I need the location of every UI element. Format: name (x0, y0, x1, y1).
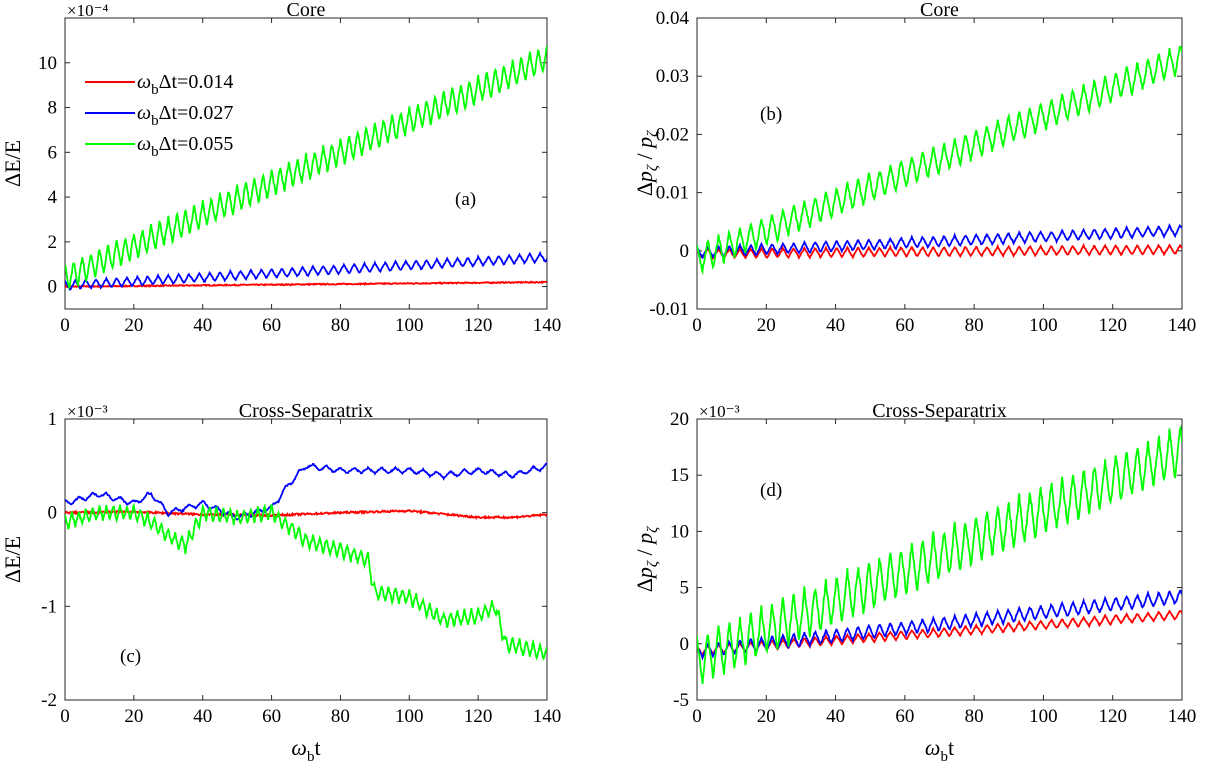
panel-title: Cross-Separatrix (872, 400, 1006, 422)
x-tick-label: 80 (331, 315, 350, 336)
y-tick-label: 1 (48, 409, 58, 430)
x-tick-label: 60 (895, 706, 914, 727)
y-axis-label: ΔE/E (0, 536, 25, 583)
x-axis-label: ωbt (925, 735, 954, 765)
y-tick-label: 0.01 (656, 183, 689, 204)
series-group (65, 45, 547, 291)
series-line-2 (65, 462, 547, 521)
x-tick-label: 100 (395, 706, 424, 727)
x-tick-label: 120 (1098, 706, 1127, 727)
series-line-2 (65, 250, 547, 291)
x-tick-label: 20 (757, 315, 776, 336)
panel-c: 0 20 40 60 80 100 120 140 -2 -1 0 1 ×10⁻³ Cross-Separ… (0, 400, 561, 765)
panel-a: 0 20 40 60 80 100 120 140 0 2 4 6 8 10 ×10⁻⁴ Core ΔE/E (a… (0, 0, 561, 336)
x-tick-label: 140 (533, 315, 562, 336)
x-tick-label: 60 (895, 315, 914, 336)
series-line-1 (65, 508, 547, 520)
panel-label: (b) (760, 104, 782, 125)
x-tick-label: 60 (262, 706, 281, 727)
y-tick-label: 0 (48, 277, 58, 298)
y-tick-label: 15 (670, 465, 689, 486)
y-axis-label: Δpζ / pζ (632, 130, 661, 196)
series-line-3 (697, 45, 1182, 276)
x-tick-label: 120 (1098, 315, 1127, 336)
x-tick-label: 40 (826, 706, 845, 727)
x-tick-label: 20 (124, 706, 143, 727)
y-tick-label: 4 (48, 187, 58, 208)
panel-label: (c) (120, 646, 141, 667)
x-tick-label: 80 (965, 315, 984, 336)
series-line-1 (65, 280, 547, 289)
panel-title: Cross-Separatrix (239, 400, 373, 422)
y-tick-label: -2 (41, 690, 57, 711)
y-tick-label: 2 (48, 232, 58, 253)
panel-title: Core (920, 0, 959, 21)
x-tick-label: 60 (262, 315, 281, 336)
y-tick-label: 5 (680, 578, 690, 599)
x-tick-label: 80 (965, 706, 984, 727)
panel-title: Core (287, 0, 326, 21)
y-tick-label: 20 (670, 409, 689, 430)
x-tick-label: 20 (124, 315, 143, 336)
axis-exponent: ×10⁻³ (699, 402, 740, 421)
panel-label: (d) (760, 480, 782, 501)
y-tick-label: 8 (48, 98, 58, 119)
x-tick-label: 120 (464, 706, 493, 727)
y-tick-label: -1 (41, 596, 57, 617)
x-tick-label: 20 (757, 706, 776, 727)
panel-b: 0 20 40 60 80 100 120 140-0.0100.010.020.030.04… (632, 0, 1196, 336)
y-tick-label: -5 (673, 690, 689, 711)
y-tick-label: -0.01 (649, 299, 689, 320)
x-tick-label: 100 (1029, 315, 1058, 336)
y-axis-label: ΔE/E (0, 140, 25, 187)
series-line-3 (697, 424, 1182, 684)
series-line-1 (697, 242, 1182, 261)
y-tick-label: 0 (680, 634, 690, 655)
legend: ωbΔt=0.014 ωbΔt=0.027 ωbΔt=0.055 (85, 71, 233, 160)
y-tick-label: 0.04 (656, 8, 690, 29)
axes-box (696, 418, 1183, 701)
y-tick-label: 0 (48, 503, 58, 524)
axes-box (64, 418, 548, 701)
axis-exponent: ×10⁻⁴ (67, 1, 109, 20)
y-tick-label: 10 (38, 53, 57, 74)
x-tick-label: 120 (464, 315, 493, 336)
x-tick-label: 140 (1168, 315, 1197, 336)
series-group (697, 424, 1182, 684)
series-line-3 (65, 45, 547, 290)
x-tick-label: 0 (60, 315, 70, 336)
axes-box (696, 17, 1183, 310)
x-tick-label: 40 (826, 315, 845, 336)
x-tick-label: 0 (692, 315, 702, 336)
series-group (65, 462, 547, 661)
series-line-3 (65, 502, 547, 661)
x-tick-label: 100 (395, 315, 424, 336)
legend-entry: ωbΔt=0.055 (137, 133, 233, 160)
axis-exponent: ×10⁻³ (67, 402, 108, 421)
axes-box (64, 17, 548, 310)
y-tick-label: 0.03 (656, 66, 689, 87)
x-tick-label: 100 (1029, 706, 1058, 727)
series-group (697, 45, 1182, 276)
x-axis-label: ωbt (291, 735, 320, 765)
x-tick-label: 40 (193, 706, 212, 727)
series-line-2 (697, 222, 1182, 260)
x-tick-label: 0 (60, 706, 70, 727)
x-tick-label: 140 (533, 706, 562, 727)
y-tick-label: 10 (670, 521, 689, 542)
y-axis-label: Δpζ / pζ (632, 526, 661, 592)
y-tick-label: 6 (48, 142, 58, 163)
x-tick-label: 0 (692, 706, 702, 727)
x-tick-label: 80 (331, 706, 350, 727)
x-tick-label: 140 (1168, 706, 1197, 727)
legend-entry: ωbΔt=0.014 (137, 71, 233, 98)
y-tick-label: 0 (680, 241, 690, 262)
x-tick-label: 40 (193, 315, 212, 336)
panel-label: (a) (455, 189, 476, 210)
y-tick-label: 0.02 (656, 124, 689, 145)
legend-entry: ωbΔt=0.027 (137, 102, 233, 129)
